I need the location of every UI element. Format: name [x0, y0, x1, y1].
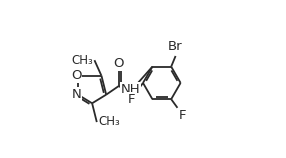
- Text: NH: NH: [121, 83, 140, 96]
- Text: F: F: [128, 93, 136, 106]
- Text: F: F: [179, 109, 186, 122]
- Text: O: O: [114, 57, 124, 70]
- Text: CH₃: CH₃: [71, 55, 93, 67]
- Text: N: N: [71, 88, 81, 101]
- Text: O: O: [71, 69, 82, 82]
- Text: CH₃: CH₃: [99, 115, 120, 128]
- Text: Br: Br: [168, 40, 182, 54]
